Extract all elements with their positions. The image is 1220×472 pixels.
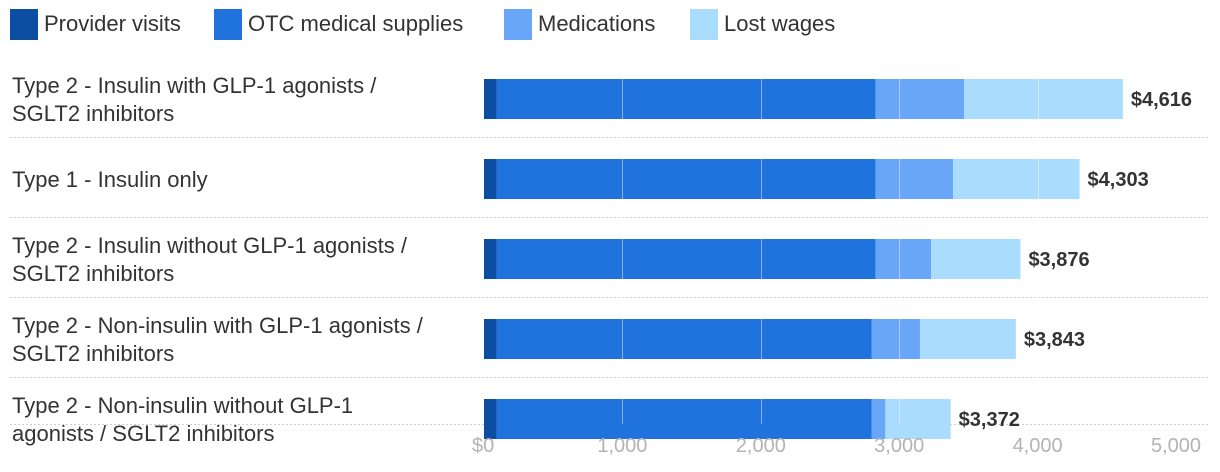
bars: [484, 79, 1123, 439]
category-label: Type 2 - Insulin without GLP-1 agonists …: [12, 233, 408, 286]
legend-label: Medications: [538, 11, 655, 36]
x-tick-label: 5,000: [1151, 435, 1201, 457]
x-tick-label: 4,000: [1013, 435, 1063, 457]
category-label: Type 1 - Insulin only: [12, 167, 208, 192]
legend-swatch: [504, 9, 532, 40]
bar-segment-lost-wages: [885, 399, 951, 439]
category-label: Type 2 - Non-insulin with GLP-1 agonists…: [12, 313, 424, 366]
legend-swatch: [10, 9, 38, 40]
category-label-line: Type 1 - Insulin only: [12, 167, 208, 192]
bar-segment-otc-medical-supplies: [496, 319, 872, 359]
x-tick-label: 1,000: [597, 435, 647, 457]
legend-swatch: [214, 9, 242, 40]
bar-segment-provider-visits: [484, 399, 497, 439]
x-tick-label: 2,000: [736, 435, 786, 457]
category-label-line: agonists / SGLT2 inhibitors: [12, 421, 275, 446]
legend: Provider visits OTC medical supplies Medic…: [10, 9, 835, 40]
legend-item-otc-medical-supplies: OTC medical supplies: [214, 9, 463, 40]
bar-segment-provider-visits: [484, 159, 497, 199]
category-label-line: Type 2 - Insulin with GLP-1 agonists /: [12, 73, 377, 98]
bar-segment-otc-medical-supplies: [496, 79, 876, 119]
gridlines: [622, 70, 1039, 424]
legend-label: Provider visits: [44, 11, 181, 36]
bar-segment-medications: [871, 399, 886, 439]
bar-segment-medications: [871, 319, 920, 359]
legend-item-provider-visits: Provider visits: [10, 9, 181, 40]
bar-segment-provider-visits: [484, 319, 497, 359]
bar-segment-lost-wages: [953, 159, 1080, 199]
total-label: $4,616: [1131, 89, 1192, 111]
legend-item-lost-wages: Lost wages: [690, 9, 835, 40]
x-tick-label: 3,000: [874, 435, 924, 457]
total-label: $3,372: [959, 409, 1020, 431]
bar-segment-otc-medical-supplies: [496, 159, 876, 199]
legend-swatch: [690, 9, 718, 40]
x-axis: $0 1,000 2,000 3,000 4,000 5,000: [472, 435, 1201, 457]
bar-segment-medications: [875, 79, 965, 119]
legend-label: OTC medical supplies: [248, 11, 463, 36]
bar-segment-medications: [875, 239, 932, 279]
category-label: Type 2 - Insulin with GLP-1 agonists / SG…: [12, 73, 377, 126]
category-label: Type 2 - Non-insulin without GLP-1 agonis…: [12, 393, 353, 446]
bar-segment-lost-wages: [931, 239, 1021, 279]
category-label-line: SGLT2 inhibitors: [12, 101, 174, 126]
total-label: $4,303: [1088, 169, 1149, 191]
category-label-line: SGLT2 inhibitors: [12, 341, 174, 366]
bar-segment-otc-medical-supplies: [496, 399, 872, 439]
legend-item-medications: Medications: [504, 9, 655, 40]
bar-segment-lost-wages: [919, 319, 1016, 359]
total-label: $3,843: [1024, 329, 1085, 351]
category-label-line: Type 2 - Non-insulin without GLP-1: [12, 393, 353, 418]
bar-segment-otc-medical-supplies: [496, 239, 876, 279]
bar-segment-provider-visits: [484, 239, 497, 279]
category-labels: Type 2 - Insulin with GLP-1 agonists / SG…: [12, 73, 424, 446]
total-labels: $4,616 $4,303 $3,876 $3,843 $3,372: [959, 89, 1192, 431]
legend-label: Lost wages: [724, 11, 835, 36]
x-tick-label: $0: [472, 435, 494, 457]
bar-segment-lost-wages: [964, 79, 1123, 119]
category-label-line: Type 2 - Insulin without GLP-1 agonists …: [12, 233, 408, 258]
category-label-line: Type 2 - Non-insulin with GLP-1 agonists…: [12, 313, 424, 338]
category-label-line: SGLT2 inhibitors: [12, 261, 174, 286]
bar-segment-provider-visits: [484, 79, 497, 119]
bar-segment-medications: [875, 159, 954, 199]
total-label: $3,876: [1028, 249, 1089, 271]
